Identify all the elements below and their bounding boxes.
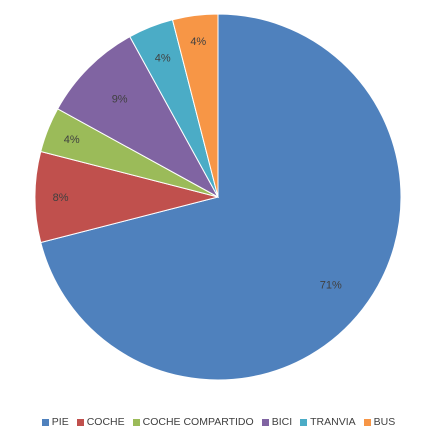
legend-label: BICI bbox=[271, 416, 293, 428]
legend-item: PIE bbox=[41, 416, 69, 428]
legend-label: COCHE bbox=[86, 416, 125, 428]
legend-swatch bbox=[300, 418, 308, 426]
legend-label: BUS bbox=[373, 416, 396, 428]
legend-label: TRANVIA bbox=[310, 416, 356, 428]
data-label: 4% bbox=[64, 134, 80, 146]
legend-swatch bbox=[363, 418, 371, 426]
data-label: 4% bbox=[190, 36, 206, 48]
data-label: 8% bbox=[53, 192, 69, 204]
legend-item: BICI bbox=[261, 416, 293, 428]
legend: PIE COCHE COCHE COMPARTIDO BICI TRANVIA BUS bbox=[0, 416, 437, 428]
legend-item: TRANVIA bbox=[300, 416, 356, 428]
legend-label: PIE bbox=[51, 416, 69, 428]
pie-slice-pie bbox=[40, 13, 402, 381]
legend-item: COCHE bbox=[76, 416, 125, 428]
pie-slice-coche bbox=[34, 150, 219, 244]
data-label: 9% bbox=[112, 94, 128, 106]
data-label: 71% bbox=[320, 279, 342, 291]
legend-swatch bbox=[132, 418, 140, 426]
legend-label: COCHE COMPARTIDO bbox=[142, 416, 254, 428]
legend-item: COCHE COMPARTIDO bbox=[132, 416, 254, 428]
data-label: 4% bbox=[155, 52, 171, 64]
legend-swatch bbox=[41, 418, 49, 426]
pie-slice-bus bbox=[171, 13, 219, 198]
legend-swatch bbox=[261, 418, 269, 426]
pie-slice-bici bbox=[56, 35, 220, 199]
pie-chart: 71% 8% 4% 9% 4% 4% bbox=[34, 13, 402, 381]
legend-item: BUS bbox=[363, 416, 396, 428]
legend-swatch bbox=[76, 418, 84, 426]
